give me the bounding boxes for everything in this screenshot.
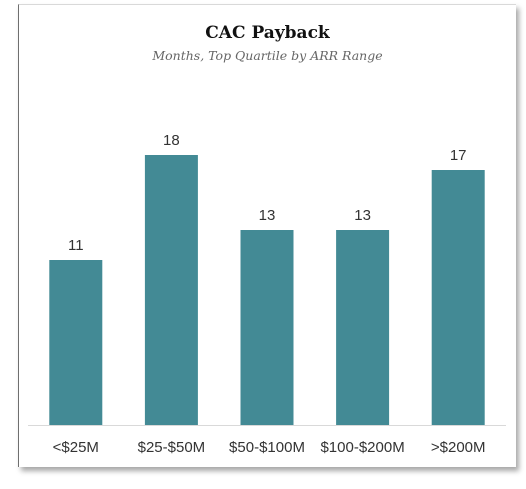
value-label-3: 13 [354, 207, 371, 224]
bar-4 [431, 170, 485, 425]
bars-group [49, 155, 485, 425]
category-label-0: <$25M [53, 439, 99, 456]
bar-1 [144, 155, 198, 425]
value-label-2: 13 [259, 207, 276, 224]
category-labels-group: <$25M $25-$50M $50-$100M $100-$200M >$200M [53, 439, 486, 456]
bar-3 [336, 230, 390, 425]
chart-title: CAC Payback [205, 23, 330, 43]
bar-0 [49, 260, 103, 425]
category-label-1: $25-$50M [138, 439, 206, 456]
value-labels-group: 11 18 13 13 17 [68, 132, 467, 254]
chart-subtitle: Months, Top Quartile by ARR Range [152, 48, 383, 63]
chart-frame: CAC Payback Months, Top Quartile by ARR … [18, 4, 516, 467]
category-label-4: >$200M [431, 439, 486, 456]
bar-2 [240, 230, 294, 425]
bar-chart: 11 18 13 13 17 <$25M $25-$50M $50-$100M $100-$2… [28, 132, 506, 456]
value-label-0: 11 [68, 237, 84, 254]
category-label-3: $100-$200M [320, 439, 404, 456]
category-label-2: $50-$100M [229, 439, 305, 456]
value-label-1: 18 [163, 132, 180, 149]
value-label-4: 17 [450, 147, 467, 164]
